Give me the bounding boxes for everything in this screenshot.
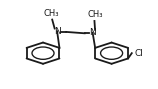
Text: CH₃: CH₃ [43,9,59,18]
Text: Cl: Cl [134,49,143,58]
Text: CH₃: CH₃ [88,10,103,19]
Text: N: N [54,27,61,36]
Text: N: N [89,28,96,37]
